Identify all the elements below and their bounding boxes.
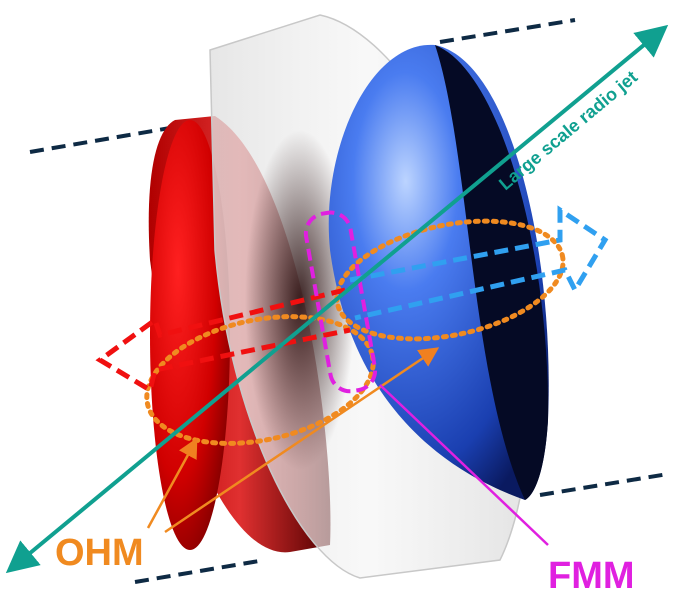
- jet-arrow: [5, 24, 669, 574]
- ohm-pointer: [146, 437, 198, 529]
- jet-label: Large scale radio jet: [495, 67, 641, 194]
- fmm-label: FMM: [548, 555, 635, 592]
- fmm-pointer: [379, 384, 549, 546]
- ohm-pointer: [164, 347, 440, 534]
- ohm-label: OHM: [55, 532, 144, 574]
